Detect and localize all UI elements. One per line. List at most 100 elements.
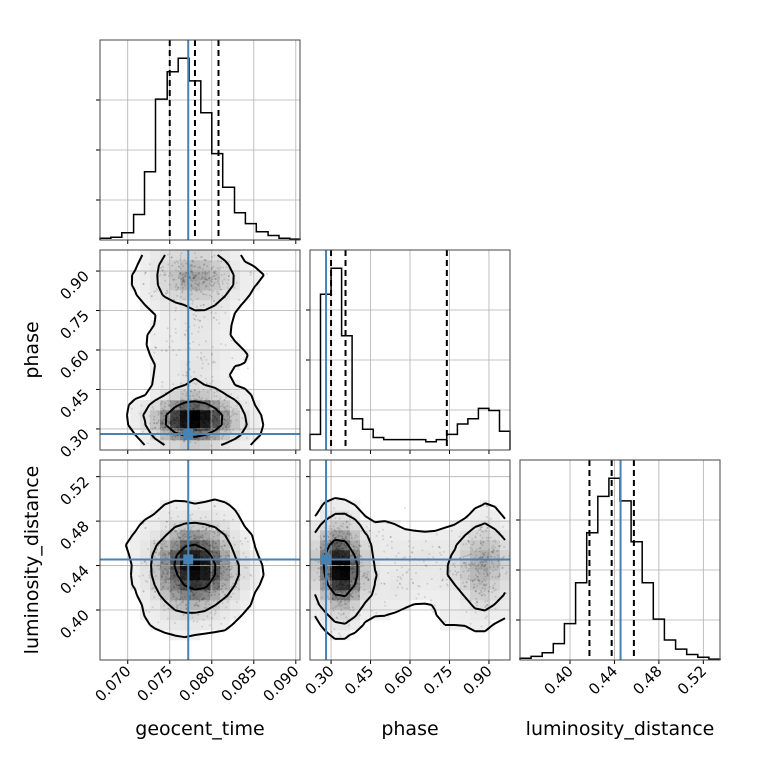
scatter-point — [188, 402, 191, 405]
scatter-point — [199, 422, 202, 425]
scatter-point — [178, 570, 181, 573]
scatter-point — [194, 413, 197, 416]
scatter-point — [430, 578, 433, 581]
scatter-point — [202, 590, 205, 593]
density-cell — [330, 540, 341, 551]
scatter-point — [168, 577, 171, 580]
scatter-point — [334, 577, 336, 580]
scatter-point — [216, 582, 219, 585]
scatter-point — [329, 578, 332, 581]
scatter-point — [347, 562, 350, 565]
scatter-point — [173, 412, 176, 414]
scatter-point — [347, 561, 350, 563]
scatter-point — [191, 410, 194, 413]
scatter-point — [211, 375, 214, 378]
scatter-point — [334, 595, 337, 598]
scatter-point — [235, 601, 238, 604]
scatter-point — [342, 562, 345, 565]
scatter-point — [476, 569, 479, 572]
scatter-point — [465, 566, 468, 569]
scatter-point — [182, 404, 185, 407]
scatter-point — [185, 374, 188, 377]
density-cell — [150, 510, 161, 521]
tick-label: 0.070 — [91, 662, 134, 705]
scatter-point — [338, 570, 341, 573]
scatter-point — [210, 617, 213, 619]
scatter-point — [176, 584, 179, 587]
scatter-point — [338, 603, 340, 606]
scatter-point — [341, 550, 344, 553]
scatter-point — [168, 420, 171, 423]
scatter-point — [346, 569, 349, 572]
density-cell — [220, 550, 231, 561]
scatter-point — [334, 553, 336, 556]
scatter-point — [471, 579, 474, 582]
scatter-point — [335, 548, 338, 551]
density-cell — [150, 620, 161, 631]
scatter-point — [204, 516, 207, 519]
scatter-point — [216, 422, 219, 425]
scatter-point — [194, 275, 197, 278]
scatter-point — [211, 550, 214, 553]
density-cell — [190, 360, 201, 371]
scatter-point — [351, 609, 354, 612]
scatter-point — [348, 583, 351, 586]
scatter-point — [197, 530, 200, 533]
scatter-point — [203, 540, 206, 542]
density-cell — [500, 520, 510, 531]
scatter-point — [195, 288, 198, 291]
scatter-point — [179, 555, 182, 558]
scatter-point — [344, 552, 347, 554]
scatter-point — [142, 430, 144, 433]
scatter-point — [208, 564, 211, 566]
scatter-point — [215, 430, 218, 433]
scatter-point — [356, 556, 359, 558]
scatter-point — [204, 574, 207, 577]
scatter-point — [478, 580, 481, 582]
scatter-point — [192, 597, 195, 600]
scatter-point — [225, 266, 228, 269]
scatter-point — [336, 561, 339, 564]
density-cell — [370, 550, 381, 561]
density-cell — [360, 570, 371, 581]
scatter-point — [194, 553, 197, 556]
scatter-point — [176, 425, 179, 428]
scatter-point — [229, 422, 232, 425]
scatter-point — [332, 584, 335, 587]
density-cell — [470, 530, 481, 541]
scatter-point — [331, 553, 334, 556]
density-cell — [170, 440, 181, 450]
scatter-point — [201, 325, 204, 328]
scatter-point — [213, 555, 216, 558]
scatter-point — [328, 575, 331, 578]
scatter-point — [211, 436, 213, 438]
scatter-point — [183, 412, 186, 415]
density-cell — [380, 540, 391, 551]
scatter-point — [181, 414, 183, 417]
scatter-point — [232, 409, 234, 411]
scatter-point — [179, 555, 182, 558]
scatter-point — [340, 569, 343, 572]
scatter-point — [190, 285, 193, 288]
scatter-point — [197, 417, 200, 420]
scatter-point — [161, 562, 164, 564]
scatter-point — [183, 426, 186, 429]
scatter-point — [486, 574, 489, 577]
scatter-point — [221, 282, 224, 285]
density-cell — [500, 550, 510, 561]
scatter-point — [180, 592, 183, 595]
scatter-point — [160, 412, 163, 415]
scatter-point — [338, 586, 341, 589]
scatter-point — [177, 536, 180, 539]
scatter-point — [159, 273, 162, 276]
scatter-point — [339, 589, 342, 592]
scatter-point — [203, 316, 206, 319]
scatter-point — [217, 276, 220, 279]
density-cell — [370, 570, 381, 581]
scatter-point — [213, 555, 216, 558]
scatter-point — [355, 582, 358, 585]
scatter-point — [155, 564, 158, 567]
scatter-point — [190, 541, 193, 544]
scatter-point — [342, 589, 345, 592]
scatter-point — [203, 561, 206, 564]
